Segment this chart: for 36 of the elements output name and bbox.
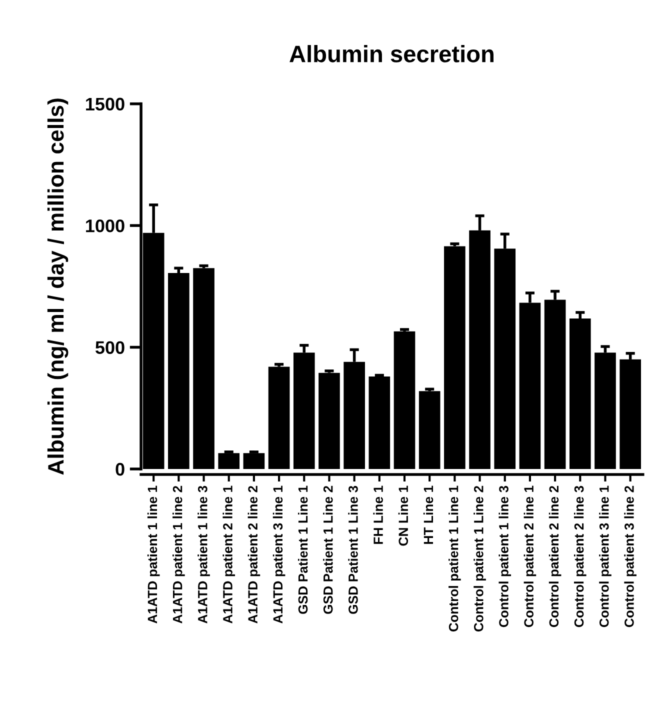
x-tick-label: GSD Patient 1 Line 1 xyxy=(298,486,308,614)
x-tick-label: Control patient 1 line 3 xyxy=(498,486,512,628)
chart-title: Albumin secretion xyxy=(290,45,494,62)
y-axis-title: Albumin (ng/ ml / day / million cells) xyxy=(47,98,68,475)
bar xyxy=(268,366,290,469)
x-tick-label: Control patient 2 line 2 xyxy=(548,486,562,628)
x-tick-label: A1ATD patient 1 line 1 xyxy=(147,486,160,624)
y-tick-label: 1000 xyxy=(86,219,124,232)
x-tick-label: Control patient 3 line 2 xyxy=(624,486,636,628)
bar xyxy=(218,453,240,469)
y-tick-label: 500 xyxy=(96,341,124,354)
x-tick-label: GSD Patient 1 Line 3 xyxy=(348,486,358,614)
bar xyxy=(368,376,390,469)
x-tick-label: A1ATD patient 2 line 1 xyxy=(222,486,236,624)
x-tick-label: A1ATD patient 1 line 2 xyxy=(172,486,185,624)
x-tick-label: Control patient 1 Line 1 xyxy=(448,486,461,632)
bar xyxy=(418,391,440,469)
bar xyxy=(318,372,340,469)
bar xyxy=(444,246,466,469)
x-tick-label: GSD Patient 1 Line 2 xyxy=(323,486,333,614)
x-tick-label: Control patient 3 line 1 xyxy=(599,486,612,628)
x-tick-label: FH Line 1 xyxy=(373,486,383,544)
x-tick-label: Control patient 2 line 3 xyxy=(574,486,586,628)
x-tick-label: A1ATD patient 3 line 1 xyxy=(272,486,286,624)
x-tick-label: Control patient 1 Line 2 xyxy=(474,486,486,632)
x-tick-label: HT Line 1 xyxy=(423,486,434,544)
y-tick-label: 1500 xyxy=(86,98,124,111)
x-tick-label: A1ATD patient 2 line 2 xyxy=(248,486,260,624)
x-tick-label: A1ATD patient 1 line 3 xyxy=(198,486,210,624)
bar xyxy=(394,331,416,469)
bar xyxy=(243,453,265,469)
x-tick-label: CN Line 1 xyxy=(398,486,408,546)
bar xyxy=(193,268,214,469)
x-tick-label: Control patient 2 line 1 xyxy=(524,486,536,628)
y-tick-label: 0 xyxy=(116,462,124,476)
bar xyxy=(168,273,190,469)
